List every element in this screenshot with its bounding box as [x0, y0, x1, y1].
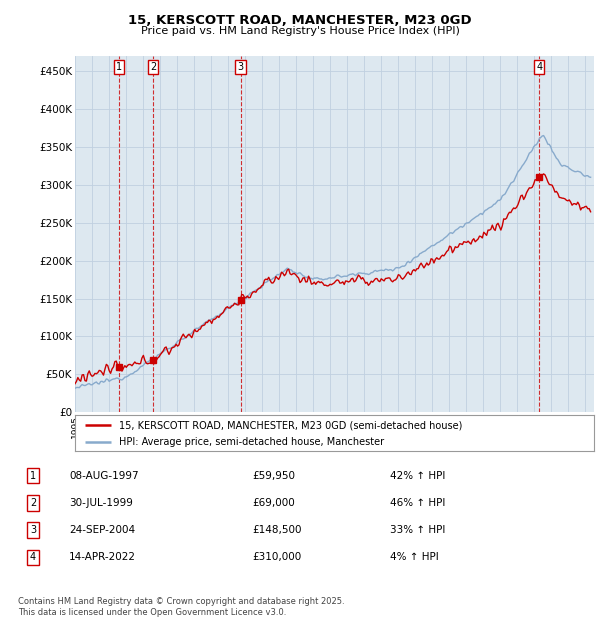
- Text: 24-SEP-2004: 24-SEP-2004: [69, 525, 135, 535]
- Text: 4% ↑ HPI: 4% ↑ HPI: [390, 552, 439, 562]
- Text: 4: 4: [30, 552, 36, 562]
- Text: 2: 2: [150, 62, 156, 72]
- Text: 3: 3: [30, 525, 36, 535]
- Text: 08-AUG-1997: 08-AUG-1997: [69, 471, 139, 480]
- Text: 1: 1: [116, 62, 122, 72]
- Text: 1: 1: [30, 471, 36, 480]
- Text: 15, KERSCOTT ROAD, MANCHESTER, M23 0GD (semi-detached house): 15, KERSCOTT ROAD, MANCHESTER, M23 0GD (…: [119, 420, 463, 430]
- Text: £148,500: £148,500: [252, 525, 302, 535]
- Text: £69,000: £69,000: [252, 498, 295, 508]
- Text: 15, KERSCOTT ROAD, MANCHESTER, M23 0GD: 15, KERSCOTT ROAD, MANCHESTER, M23 0GD: [128, 14, 472, 27]
- Text: 30-JUL-1999: 30-JUL-1999: [69, 498, 133, 508]
- Text: Contains HM Land Registry data © Crown copyright and database right 2025.
This d: Contains HM Land Registry data © Crown c…: [18, 598, 344, 617]
- Text: 2: 2: [30, 498, 36, 508]
- Text: 3: 3: [238, 62, 244, 72]
- Text: Price paid vs. HM Land Registry's House Price Index (HPI): Price paid vs. HM Land Registry's House …: [140, 26, 460, 36]
- Text: 33% ↑ HPI: 33% ↑ HPI: [390, 525, 445, 535]
- Text: £59,950: £59,950: [252, 471, 295, 480]
- Text: HPI: Average price, semi-detached house, Manchester: HPI: Average price, semi-detached house,…: [119, 437, 384, 448]
- Text: 46% ↑ HPI: 46% ↑ HPI: [390, 498, 445, 508]
- Text: 4: 4: [536, 62, 542, 72]
- Text: 42% ↑ HPI: 42% ↑ HPI: [390, 471, 445, 480]
- Text: £310,000: £310,000: [252, 552, 301, 562]
- Text: 14-APR-2022: 14-APR-2022: [69, 552, 136, 562]
